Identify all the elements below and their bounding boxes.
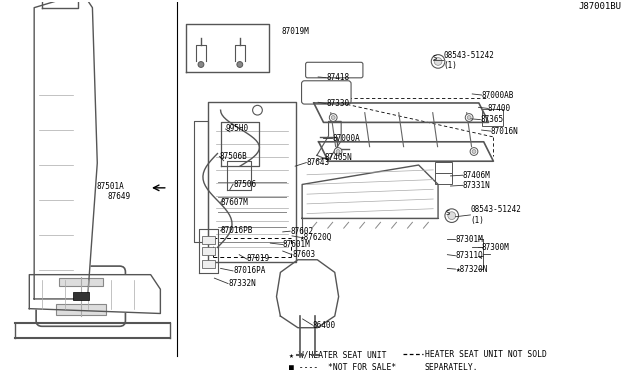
Text: ★ W/HEATER SEAT UNIT: ★ W/HEATER SEAT UNIT [289,350,387,359]
Text: 87311Q: 87311Q [456,251,483,260]
Bar [435,162,452,173]
Text: 87602: 87602 [290,227,314,236]
Text: 87365: 87365 [480,115,504,124]
Polygon shape [186,24,269,72]
Polygon shape [29,275,161,314]
Text: 87331N: 87331N [463,181,491,190]
Text: 87300M: 87300M [481,243,509,252]
Text: HEATER SEAT UNIT NOT SOLD: HEATER SEAT UNIT NOT SOLD [425,350,547,359]
Bar [481,109,503,126]
Text: 08543-51242
(1): 08543-51242 (1) [443,51,494,70]
Circle shape [253,105,262,115]
Text: 87603: 87603 [292,250,315,259]
Text: ★87620Q: ★87620Q [300,233,333,242]
Text: 87400: 87400 [488,104,511,113]
Text: 87016PB: 87016PB [221,226,253,235]
Polygon shape [227,161,251,190]
Circle shape [434,58,442,65]
Circle shape [334,148,342,155]
Text: 87649: 87649 [108,192,131,201]
Polygon shape [199,229,218,273]
Text: 08543-51242
(1): 08543-51242 (1) [470,205,521,225]
Text: 87418: 87418 [326,73,349,82]
Text: ■ ----  *NOT FOR SALE*: ■ ---- *NOT FOR SALE* [289,363,396,372]
Text: S: S [446,210,450,216]
Circle shape [330,114,337,121]
Text: 87332N: 87332N [228,279,256,288]
Circle shape [445,209,458,222]
Bar [435,173,452,184]
Text: S: S [432,55,436,61]
Circle shape [431,55,445,68]
Bar [56,304,106,315]
Circle shape [465,114,473,121]
Circle shape [332,116,335,119]
Polygon shape [42,0,78,8]
Text: 87016N: 87016N [491,126,518,136]
Text: 87016PA: 87016PA [233,266,266,275]
FancyBboxPatch shape [301,81,351,104]
Polygon shape [208,102,296,262]
Text: SEPARATELY.: SEPARATELY. [425,363,479,372]
Text: 87501A: 87501A [96,182,124,190]
Text: 87601M: 87601M [283,240,310,249]
Circle shape [472,150,476,154]
Text: ★87320N: ★87320N [456,264,488,274]
Text: 87301M: 87301M [456,235,483,244]
Text: 87000A: 87000A [332,134,360,143]
Text: 995H0: 995H0 [225,125,249,134]
Text: 87405N: 87405N [325,153,353,162]
FancyBboxPatch shape [36,266,125,326]
Circle shape [470,148,478,155]
Bar [202,236,215,244]
Polygon shape [34,0,97,299]
Bar [202,247,215,255]
Text: 87506: 87506 [233,180,256,189]
Polygon shape [314,103,488,122]
Text: 86400: 86400 [312,321,335,330]
Polygon shape [193,121,208,243]
Bar [73,292,88,300]
Text: 87019M: 87019M [282,27,309,36]
Text: 87506B: 87506B [220,152,247,161]
Circle shape [336,150,340,154]
Circle shape [467,116,471,119]
Text: 87019: 87019 [246,254,270,263]
Bar [202,260,215,268]
Bar [59,278,102,286]
Text: 87643: 87643 [307,158,330,167]
Polygon shape [317,121,341,160]
Text: J87001BU: J87001BU [579,2,621,11]
Polygon shape [221,122,259,166]
Polygon shape [319,142,493,161]
Circle shape [448,212,456,219]
Text: 87330: 87330 [326,99,349,108]
Polygon shape [302,165,438,218]
Text: 87607M: 87607M [221,198,248,207]
FancyBboxPatch shape [306,62,363,78]
Polygon shape [276,260,339,328]
Text: 87406M: 87406M [463,171,491,180]
Circle shape [198,62,204,67]
Text: 87000AB: 87000AB [481,90,514,100]
Circle shape [237,62,243,67]
